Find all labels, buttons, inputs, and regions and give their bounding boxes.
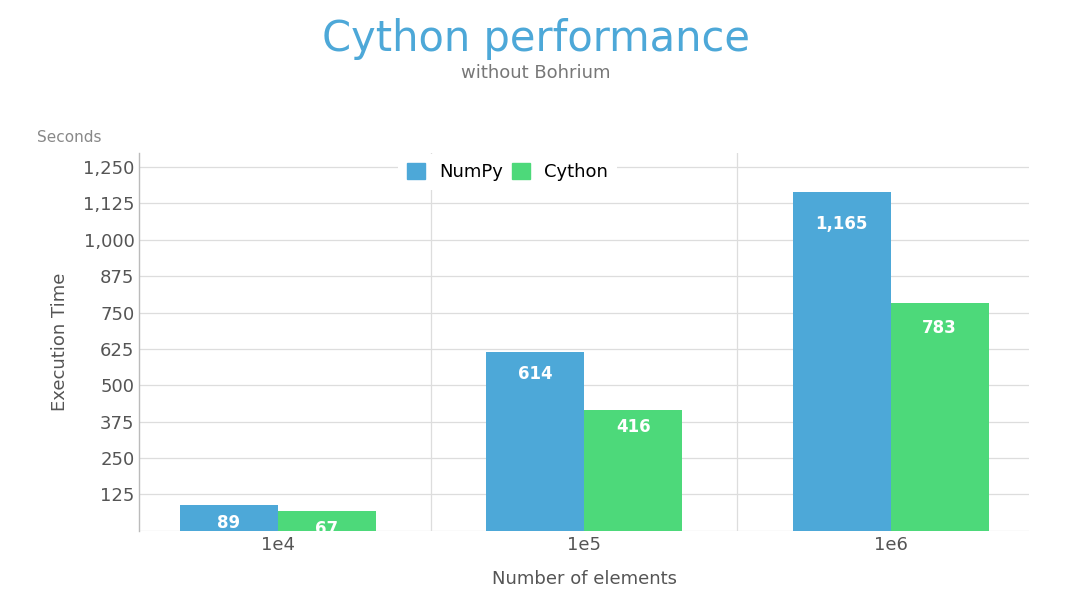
Y-axis label: Execution Time: Execution Time xyxy=(51,273,69,411)
Text: Seconds: Seconds xyxy=(38,130,102,145)
Legend: NumPy, Cython: NumPy, Cython xyxy=(398,154,617,190)
Text: 416: 416 xyxy=(616,418,651,436)
Text: 67: 67 xyxy=(315,520,339,538)
Bar xyxy=(487,352,584,531)
Text: 783: 783 xyxy=(922,319,957,337)
Bar xyxy=(278,511,376,531)
X-axis label: Number of elements: Number of elements xyxy=(492,570,676,588)
Bar xyxy=(891,303,988,531)
Text: 1,165: 1,165 xyxy=(816,215,868,234)
Text: 89: 89 xyxy=(218,514,240,531)
Text: Cython performance: Cython performance xyxy=(322,18,750,60)
Text: 614: 614 xyxy=(518,365,552,382)
Text: without Bohrium: without Bohrium xyxy=(461,64,611,82)
Bar xyxy=(792,192,891,531)
Bar xyxy=(584,410,682,531)
Bar xyxy=(180,505,278,531)
